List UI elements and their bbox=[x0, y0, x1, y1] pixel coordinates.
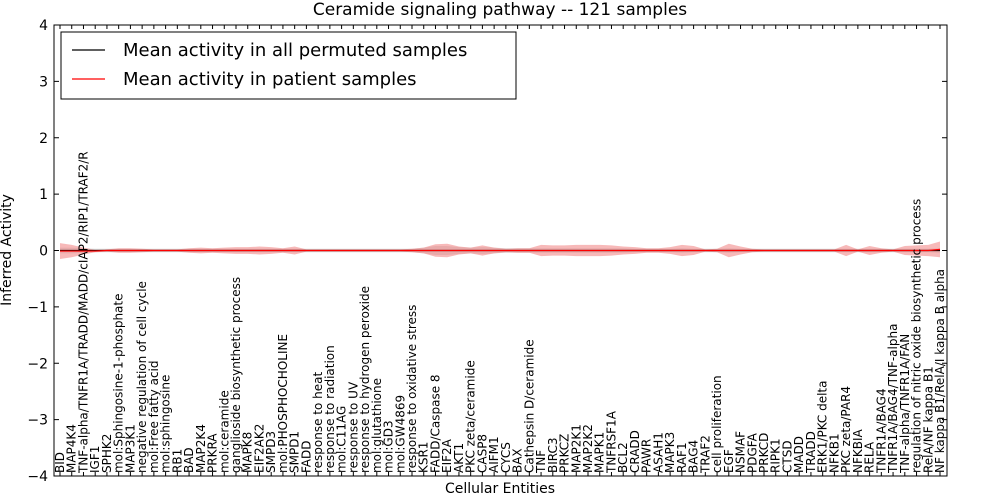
x-tick-label: NFKB1 bbox=[827, 433, 841, 473]
x-tick-label: mol:Sphingosine-1-phosphate bbox=[112, 294, 126, 474]
x-tick-label: PAWR bbox=[640, 439, 654, 473]
x-tick-label: BID bbox=[53, 452, 67, 473]
x-tick-label: TNF-alpha/TNFR1A/FAN bbox=[898, 334, 912, 474]
series-line-patient bbox=[60, 248, 941, 252]
x-tick-label: IGF1 bbox=[88, 446, 102, 473]
x-tick-label: PKC zeta/PAR4 bbox=[839, 386, 853, 473]
y-tick-label: −3 bbox=[27, 413, 48, 429]
x-tick-label: NF kappa B1/RelA/I kappa B alpha bbox=[933, 269, 947, 473]
x-tick-label: CTSD bbox=[780, 440, 794, 473]
y-axis-label: Inferred Activity bbox=[0, 194, 15, 306]
y-tick-label: −2 bbox=[27, 356, 48, 372]
x-tick-label: FADD/Caspase 8 bbox=[428, 374, 442, 473]
x-tick-label: response to heat bbox=[311, 371, 325, 473]
x-tick-label: RIPK1 bbox=[769, 438, 783, 473]
x-tick-label: NSMAF bbox=[734, 431, 748, 473]
x-tick-label: MAP2K1 bbox=[569, 424, 583, 473]
x-tick-label: mol:sphingosine bbox=[159, 375, 173, 473]
x-tick-label: response to radiation bbox=[323, 345, 337, 473]
x-tick-label: mol:C11AG bbox=[335, 406, 349, 473]
y-tick-label: −4 bbox=[27, 469, 48, 485]
y-tick-label: 1 bbox=[39, 187, 48, 203]
x-tick-label: EGF bbox=[722, 449, 736, 473]
x-tick-label: PRKCZ bbox=[558, 434, 572, 473]
x-tick-label: mol:glutathione bbox=[370, 378, 384, 473]
x-tick-label: RELA bbox=[863, 441, 877, 473]
x-tick-label: EIF2A bbox=[440, 438, 454, 473]
x-tick-label: BCL2 bbox=[616, 442, 630, 473]
x-tick-label: SMPD3 bbox=[264, 431, 278, 473]
x-tick-label: PRKCD bbox=[757, 433, 771, 473]
x-tick-label: BAG4 bbox=[687, 440, 701, 473]
x-tick-label: TNF-alpha/TNFR1A/TRADD/MADD/cIAP2/RIP1/T… bbox=[76, 151, 90, 474]
x-tick-label: NFKBIA bbox=[851, 428, 865, 473]
x-tick-label: negative regulation of cell cycle bbox=[135, 281, 149, 473]
x-tick-label: BIRC3 bbox=[546, 437, 560, 473]
x-axis: BIDMAP4K4TNF-alpha/TNFR1A/TRADD/MADD/cIA… bbox=[53, 25, 947, 476]
x-tick-label: mol:GW4869 bbox=[393, 395, 407, 473]
y-tick-label: 3 bbox=[39, 74, 48, 90]
x-tick-label: cell proliferation bbox=[710, 375, 724, 473]
y-axis: −4 −3 −2 −1 0 1 2 3 4 bbox=[27, 18, 947, 485]
x-tick-label: Cathepsin D/ceramide bbox=[522, 339, 536, 473]
x-tick-label: PDGFA bbox=[745, 432, 759, 473]
x-tick-label: MADD bbox=[792, 436, 806, 473]
series-lines bbox=[60, 248, 941, 252]
x-tick-label: MAP2K2 bbox=[581, 424, 595, 473]
x-tick-label: ERK1/PKC delta bbox=[816, 380, 830, 473]
x-tick-label: MAPK8 bbox=[241, 432, 255, 473]
x-tick-label: FADD bbox=[299, 441, 313, 474]
x-tick-label: response to UV bbox=[346, 381, 360, 473]
x-tick-label: TRAF2 bbox=[698, 435, 712, 474]
x-tick-label: TNFR1A/BAG4 bbox=[874, 388, 888, 474]
x-tick-label: RB1 bbox=[170, 449, 184, 473]
x-tick-label: SPHK2 bbox=[100, 434, 114, 473]
x-tick-label: TNF bbox=[534, 450, 548, 474]
x-tick-label: CASP8 bbox=[475, 434, 489, 473]
x-tick-label: CYCS bbox=[499, 442, 513, 473]
x-tick-label: mol:GD3 bbox=[382, 420, 396, 473]
x-tick-label: MAP4K4 bbox=[65, 424, 79, 473]
x-tick-label: KSR1 bbox=[417, 442, 431, 473]
x-tick-label: RelA/NF kappa B1 bbox=[921, 366, 935, 473]
legend: Mean activity in all permuted samples Me… bbox=[60, 31, 517, 100]
x-axis-label: Cellular Entities bbox=[445, 481, 555, 497]
x-tick-label: AIFM1 bbox=[487, 436, 501, 473]
x-tick-label: EIF2AK2 bbox=[252, 424, 266, 473]
x-tick-label: PKC zeta/ceramide bbox=[464, 360, 478, 473]
x-tick-label: ASAH1 bbox=[651, 432, 665, 473]
y-tick-label: 4 bbox=[39, 18, 48, 34]
x-tick-label: TNFR1A/BAG4/TNF-alpha bbox=[886, 324, 900, 474]
x-tick-label: response to oxidative stress bbox=[405, 305, 419, 473]
x-tick-label: MAP2K4 bbox=[194, 424, 208, 473]
y-tick-label: 2 bbox=[39, 131, 48, 147]
x-tick-label: MAPK1 bbox=[593, 432, 607, 473]
x-tick-label: response to hydrogen peroxide bbox=[358, 286, 372, 473]
x-tick-label: MAP3K1 bbox=[123, 424, 137, 473]
y-tick-label: −1 bbox=[27, 300, 48, 316]
x-tick-label: CRADD bbox=[628, 430, 642, 473]
x-tick-label: regulation of nitric oxide biosynthetic … bbox=[910, 199, 924, 473]
x-tick-label: TNFRSF1A bbox=[604, 410, 618, 474]
x-tick-label: mol:ceramide bbox=[217, 390, 231, 473]
x-tick-label: ganglioside biosynthetic process bbox=[229, 277, 243, 473]
x-tick-label: mol:PHOSPHOCHOLINE bbox=[276, 334, 290, 473]
x-tick-label: BAX bbox=[511, 448, 525, 473]
x-tick-label: mol:Free fatty acid bbox=[147, 361, 161, 474]
x-tick-label: TRADD bbox=[804, 431, 818, 474]
x-tick-label: BAD bbox=[182, 447, 196, 473]
x-tick-label: RAF1 bbox=[675, 442, 689, 473]
x-tick-label: AKT1 bbox=[452, 443, 466, 473]
legend-label-permuted: Mean activity in all permuted samples bbox=[123, 40, 467, 61]
y-tick-label: 0 bbox=[39, 244, 48, 260]
x-tick-label: MAPK3 bbox=[663, 432, 677, 473]
x-tick-label: PRKRA bbox=[206, 433, 220, 473]
x-tick-label: SMPD1 bbox=[288, 431, 302, 473]
chart-title: Ceramide signaling pathway -- 121 sample… bbox=[313, 0, 687, 20]
legend-label-patient: Mean activity in patient samples bbox=[123, 69, 417, 90]
legend-box bbox=[60, 31, 517, 100]
